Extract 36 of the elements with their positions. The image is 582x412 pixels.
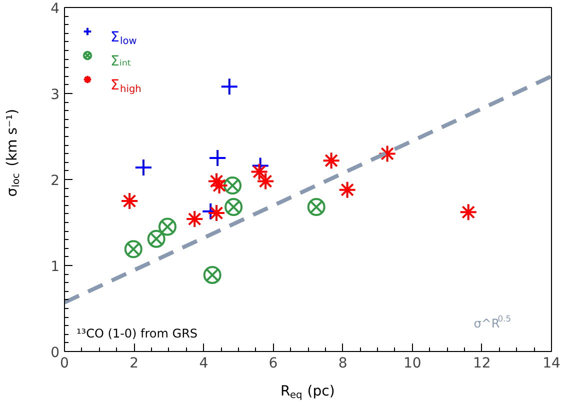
point [158,218,176,236]
point [208,172,226,190]
y-tick-label: 2 [50,173,60,189]
x-tick-label: 10 [403,356,422,372]
y-tick-label: 4 [50,1,60,17]
point [210,176,228,195]
point [378,144,396,163]
point [220,78,238,96]
point [256,172,275,190]
point [186,210,204,228]
point [307,198,326,216]
point [322,152,340,170]
point [250,162,268,181]
point [208,149,227,167]
point [203,266,222,284]
point [147,230,166,248]
y-axis-title: σloc (km s⁻¹) [4,108,22,197]
point [224,176,242,194]
y-tick-label: 0 [50,345,60,361]
point [134,158,152,176]
point [208,204,226,222]
y-tick-label: 1 [50,259,60,275]
point [120,192,139,210]
x-tick-label: 8 [338,356,348,372]
legend-label: Σᵢₙₜ [110,54,132,70]
x-tick-label: 4 [199,356,208,372]
x-tick-label: 6 [268,356,278,372]
point [224,198,243,216]
point [338,180,356,199]
point [124,240,142,258]
x-tick-label: 14 [542,356,560,372]
annotation: ¹³CO (1-0) from GRS [76,326,198,340]
y-tick-label: 3 [50,87,60,103]
x-tick-label: 2 [130,356,139,372]
x-tick-label: 12 [473,356,491,372]
point [459,203,478,222]
